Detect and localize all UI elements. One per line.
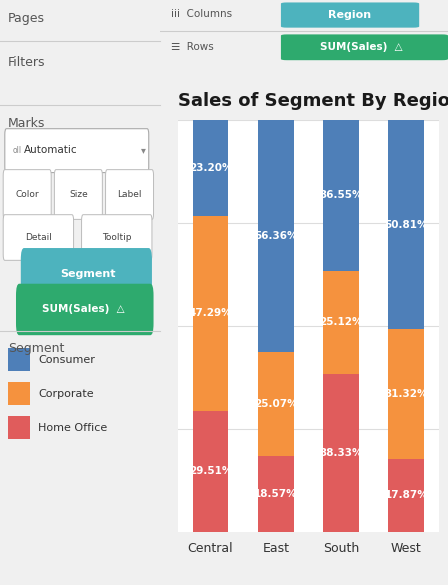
Bar bbox=[388, 120, 424, 329]
FancyBboxPatch shape bbox=[54, 170, 102, 219]
FancyBboxPatch shape bbox=[281, 35, 448, 60]
FancyBboxPatch shape bbox=[16, 284, 154, 335]
Text: Corporate: Corporate bbox=[39, 388, 94, 399]
Text: Automatic: Automatic bbox=[24, 145, 78, 156]
Text: 50.81%: 50.81% bbox=[385, 220, 428, 230]
Text: SUM(Sales)  △: SUM(Sales) △ bbox=[320, 42, 403, 52]
Text: Marks: Marks bbox=[8, 117, 45, 130]
Bar bbox=[323, 271, 359, 374]
Text: 18.57%: 18.57% bbox=[254, 489, 297, 499]
Bar bbox=[323, 120, 359, 271]
Text: 25.12%: 25.12% bbox=[319, 318, 363, 328]
Text: 31.32%: 31.32% bbox=[385, 389, 428, 399]
Text: Sales of Segment By Region: Sales of Segment By Region bbox=[178, 92, 448, 110]
Bar bbox=[258, 352, 294, 456]
Text: 29.51%: 29.51% bbox=[189, 466, 232, 477]
FancyBboxPatch shape bbox=[82, 215, 152, 260]
Text: 23.20%: 23.20% bbox=[189, 163, 232, 173]
FancyBboxPatch shape bbox=[8, 382, 30, 405]
Text: Tooltip: Tooltip bbox=[102, 233, 132, 242]
Bar bbox=[193, 120, 228, 216]
Text: oll: oll bbox=[13, 146, 22, 155]
Text: iii  Columns: iii Columns bbox=[172, 9, 233, 19]
FancyBboxPatch shape bbox=[5, 129, 149, 173]
Text: Region: Region bbox=[328, 10, 372, 20]
FancyBboxPatch shape bbox=[281, 2, 419, 27]
Text: SUM(Sales)  △: SUM(Sales) △ bbox=[42, 304, 125, 315]
Text: Consumer: Consumer bbox=[39, 355, 95, 365]
Bar bbox=[258, 456, 294, 532]
Text: Color: Color bbox=[15, 190, 39, 199]
Text: 36.55%: 36.55% bbox=[319, 190, 363, 200]
Bar bbox=[258, 120, 294, 352]
Text: Detail: Detail bbox=[25, 233, 52, 242]
FancyBboxPatch shape bbox=[106, 170, 154, 219]
Text: 38.33%: 38.33% bbox=[319, 448, 363, 458]
Bar bbox=[193, 216, 228, 411]
Text: ▾: ▾ bbox=[141, 145, 146, 156]
FancyBboxPatch shape bbox=[8, 416, 30, 439]
Text: ☰  Rows: ☰ Rows bbox=[172, 42, 214, 51]
Text: Home Office: Home Office bbox=[39, 422, 108, 433]
Bar bbox=[193, 411, 228, 532]
FancyBboxPatch shape bbox=[21, 248, 152, 300]
Text: 17.87%: 17.87% bbox=[384, 490, 428, 501]
Bar bbox=[388, 329, 424, 459]
Text: Size: Size bbox=[69, 190, 88, 199]
Text: 25.07%: 25.07% bbox=[254, 399, 297, 409]
Text: Label: Label bbox=[117, 190, 142, 199]
Bar bbox=[323, 374, 359, 532]
Text: Segment: Segment bbox=[8, 342, 65, 355]
Text: 47.29%: 47.29% bbox=[189, 308, 233, 318]
FancyBboxPatch shape bbox=[8, 348, 30, 371]
Text: Pages: Pages bbox=[8, 12, 45, 25]
FancyBboxPatch shape bbox=[3, 170, 51, 219]
Text: Filters: Filters bbox=[8, 56, 46, 68]
Bar bbox=[388, 459, 424, 532]
Text: Segment: Segment bbox=[60, 269, 116, 279]
FancyBboxPatch shape bbox=[3, 215, 73, 260]
Text: 56.36%: 56.36% bbox=[254, 231, 297, 241]
